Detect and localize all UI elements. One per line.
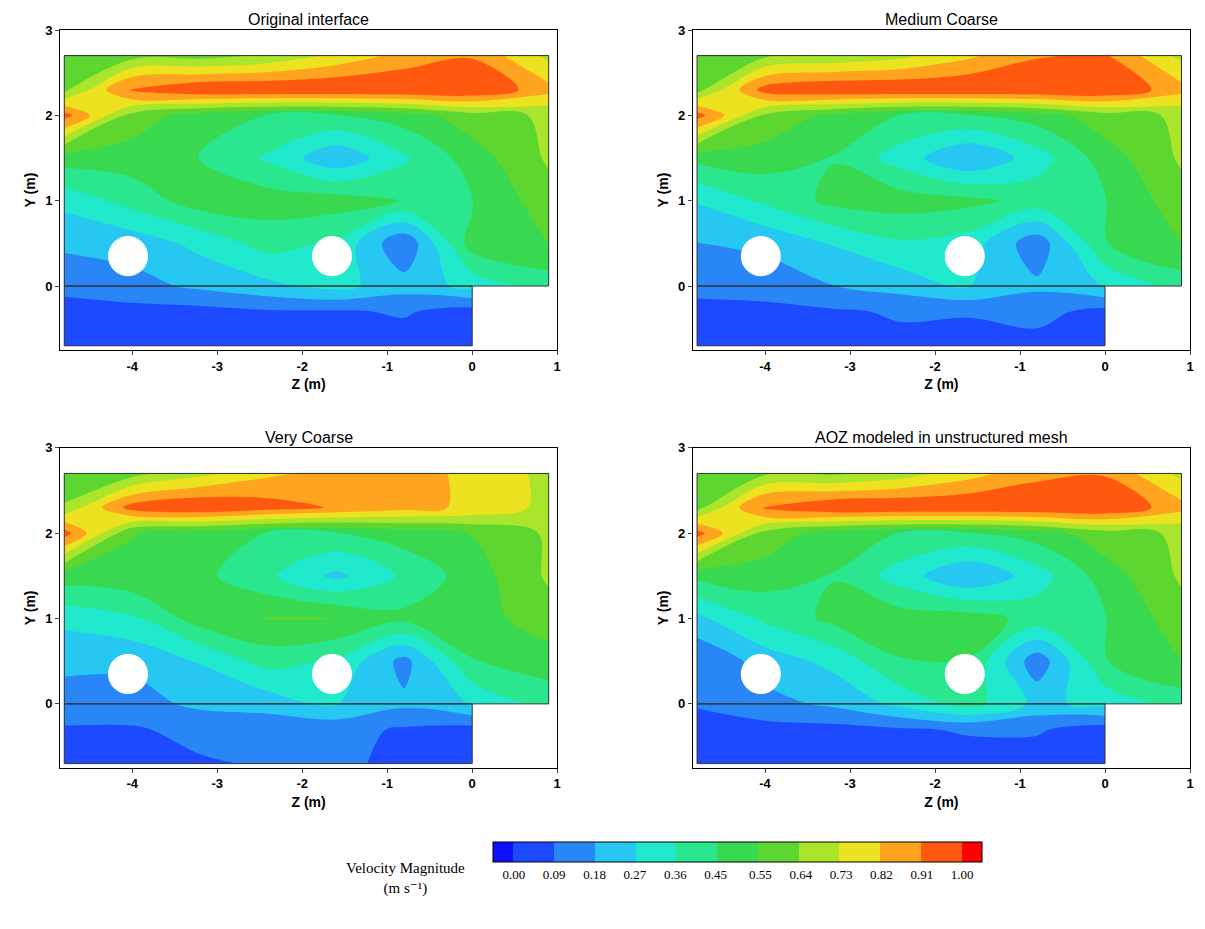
svg-text:Y (m): Y (m) — [22, 173, 38, 208]
svg-text:3: 3 — [45, 23, 52, 38]
svg-text:Very Coarse: Very Coarse — [265, 429, 353, 446]
svg-text:2: 2 — [45, 108, 52, 123]
svg-text:Z (m): Z (m) — [291, 794, 325, 810]
svg-text:3: 3 — [678, 23, 685, 38]
svg-text:0.09: 0.09 — [543, 867, 566, 882]
svg-text:0.73: 0.73 — [830, 867, 853, 882]
svg-text:-3: -3 — [844, 776, 856, 791]
svg-text:0: 0 — [45, 279, 52, 294]
svg-text:0: 0 — [678, 696, 685, 711]
svg-text:0.00: 0.00 — [503, 867, 526, 882]
svg-text:-3: -3 — [211, 359, 223, 374]
svg-text:Y (m): Y (m) — [655, 590, 671, 625]
svg-text:1.00: 1.00 — [951, 867, 974, 882]
svg-text:0: 0 — [1101, 776, 1108, 791]
svg-text:1: 1 — [1186, 776, 1193, 791]
svg-text:0: 0 — [45, 696, 52, 711]
svg-text:Z (m): Z (m) — [924, 376, 958, 392]
svg-text:Medium Coarse: Medium Coarse — [885, 11, 998, 28]
svg-text:1: 1 — [45, 611, 52, 626]
svg-text:-3: -3 — [844, 359, 856, 374]
svg-text:1: 1 — [45, 193, 52, 208]
svg-text:-4: -4 — [759, 359, 771, 374]
svg-text:2: 2 — [678, 108, 685, 123]
svg-text:1: 1 — [554, 359, 561, 374]
svg-text:-4: -4 — [126, 776, 138, 791]
svg-text:0: 0 — [1101, 359, 1108, 374]
svg-text:0.91: 0.91 — [910, 867, 933, 882]
svg-text:-1: -1 — [1014, 776, 1026, 791]
svg-text:1: 1 — [1186, 359, 1193, 374]
svg-text:-4: -4 — [759, 776, 771, 791]
svg-text:Z (m): Z (m) — [924, 794, 958, 810]
svg-text:Y (m): Y (m) — [22, 590, 38, 625]
svg-text:3: 3 — [678, 440, 685, 455]
svg-text:1: 1 — [554, 776, 561, 791]
svg-text:1: 1 — [678, 193, 685, 208]
svg-text:0.45: 0.45 — [704, 867, 727, 882]
svg-text:-2: -2 — [296, 359, 308, 374]
svg-text:0.82: 0.82 — [870, 867, 893, 882]
svg-text:-2: -2 — [296, 776, 308, 791]
svg-text:0.27: 0.27 — [624, 867, 647, 882]
svg-text:Velocity Magnitude(m s⁻¹): Velocity Magnitude(m s⁻¹) — [346, 860, 465, 897]
svg-text:2: 2 — [45, 526, 52, 541]
svg-text:-2: -2 — [929, 776, 941, 791]
svg-text:Y (m): Y (m) — [655, 173, 671, 208]
svg-text:2: 2 — [678, 526, 685, 541]
svg-text:0.36: 0.36 — [664, 867, 687, 882]
svg-text:0: 0 — [469, 776, 476, 791]
svg-text:0.18: 0.18 — [583, 867, 606, 882]
svg-text:AOZ modeled in unstructured me: AOZ modeled in unstructured mesh — [815, 429, 1068, 446]
svg-text:0.55: 0.55 — [749, 867, 772, 882]
svg-text:-3: -3 — [211, 776, 223, 791]
svg-text:-2: -2 — [929, 359, 941, 374]
svg-text:0.64: 0.64 — [789, 867, 812, 882]
svg-text:-4: -4 — [126, 359, 138, 374]
svg-text:1: 1 — [678, 611, 685, 626]
svg-text:Original interface: Original interface — [248, 11, 369, 28]
svg-text:3: 3 — [45, 440, 52, 455]
svg-text:Z (m): Z (m) — [291, 376, 325, 392]
svg-text:0: 0 — [678, 279, 685, 294]
svg-text:-1: -1 — [1014, 359, 1026, 374]
svg-text:-1: -1 — [381, 776, 393, 791]
svg-text:-1: -1 — [381, 359, 393, 374]
svg-text:0: 0 — [469, 359, 476, 374]
